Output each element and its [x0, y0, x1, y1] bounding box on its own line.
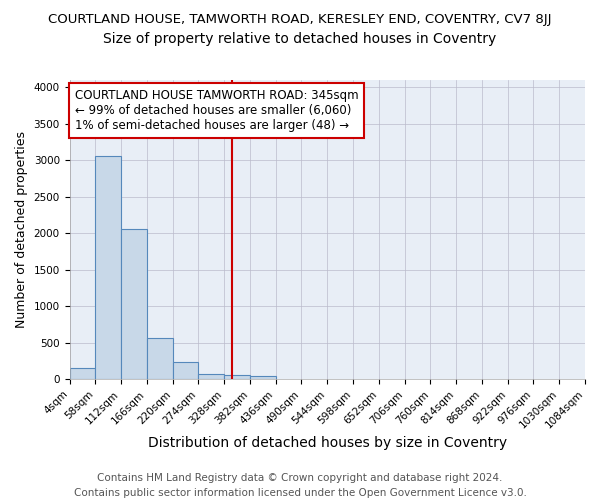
X-axis label: Distribution of detached houses by size in Coventry: Distribution of detached houses by size …: [148, 436, 507, 450]
Text: COURTLAND HOUSE, TAMWORTH ROAD, KERESLEY END, COVENTRY, CV7 8JJ: COURTLAND HOUSE, TAMWORTH ROAD, KERESLEY…: [48, 12, 552, 26]
Bar: [147, 338, 173, 380]
Bar: [121, 229, 147, 380]
Bar: [70, 368, 95, 380]
Bar: [199, 374, 224, 380]
Y-axis label: Number of detached properties: Number of detached properties: [15, 131, 28, 328]
Bar: [224, 375, 250, 380]
Text: COURTLAND HOUSE TAMWORTH ROAD: 345sqm
← 99% of detached houses are smaller (6,06: COURTLAND HOUSE TAMWORTH ROAD: 345sqm ← …: [74, 89, 358, 132]
Bar: [250, 376, 276, 380]
Bar: [95, 156, 121, 380]
Bar: [173, 362, 199, 380]
Text: Size of property relative to detached houses in Coventry: Size of property relative to detached ho…: [103, 32, 497, 46]
Text: Contains HM Land Registry data © Crown copyright and database right 2024.
Contai: Contains HM Land Registry data © Crown c…: [74, 472, 526, 498]
